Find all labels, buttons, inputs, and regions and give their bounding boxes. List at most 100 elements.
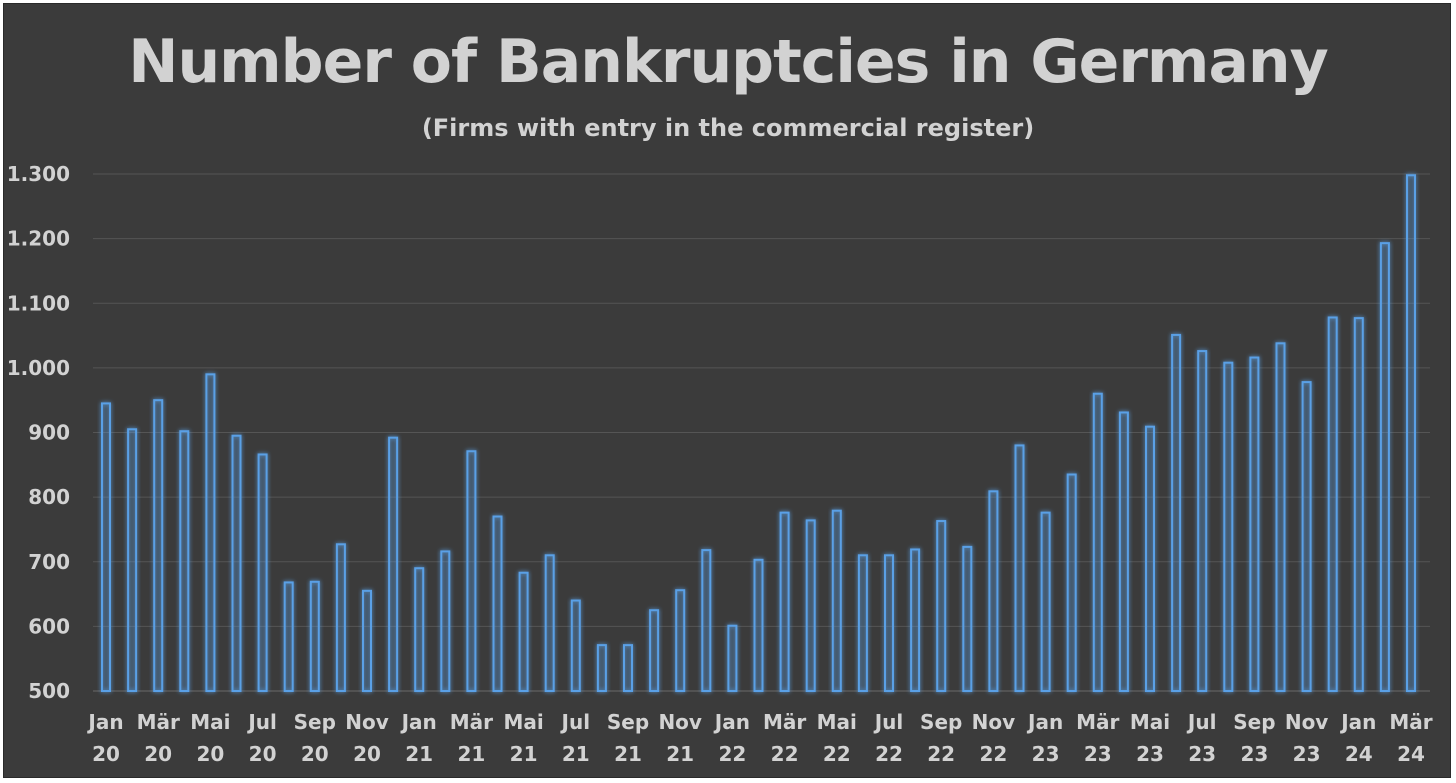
x-tick-label-month: Nov xyxy=(972,710,1016,734)
bar xyxy=(831,509,842,693)
x-tick-label-month: Mär xyxy=(450,710,493,734)
x-tick-label-year: 21 xyxy=(666,742,694,766)
y-tick-label: 500 xyxy=(28,679,70,703)
y-tick-label: 1.000 xyxy=(7,356,70,380)
bar xyxy=(779,511,790,693)
x-tick-label-year: 20 xyxy=(144,742,172,766)
bar xyxy=(1379,242,1390,692)
x-tick-label-month: Sep xyxy=(607,710,649,734)
bar xyxy=(936,520,947,692)
x-tick-label-month: Jul xyxy=(873,710,904,734)
chart-frame xyxy=(3,3,1451,778)
bar xyxy=(414,567,425,693)
x-tick-label-year: 20 xyxy=(353,742,381,766)
x-tick-label-year: 20 xyxy=(196,742,224,766)
x-tick-label-year: 22 xyxy=(979,742,1007,766)
y-tick-label: 1.200 xyxy=(7,227,70,251)
x-tick-label-month: Sep xyxy=(1233,710,1275,734)
bar xyxy=(335,543,346,693)
x-tick-label-year: 21 xyxy=(614,742,642,766)
bar xyxy=(1327,316,1338,692)
bars xyxy=(101,174,1416,693)
bar xyxy=(440,550,451,692)
bar xyxy=(1197,350,1208,692)
x-tick-label-month: Sep xyxy=(920,710,962,734)
bar xyxy=(910,548,921,692)
y-tick-label: 600 xyxy=(28,614,70,638)
bar xyxy=(1353,317,1364,692)
x-tick-label-month: Nov xyxy=(345,710,389,734)
x-tick-label-month: Jan xyxy=(86,710,123,734)
bar xyxy=(988,490,999,692)
bar xyxy=(805,519,816,693)
bar xyxy=(1406,174,1416,693)
x-tick-label-month: Jan xyxy=(1339,710,1376,734)
x-tick-label-month: Nov xyxy=(1285,710,1329,734)
bar xyxy=(309,580,320,692)
bar xyxy=(518,571,529,693)
bar xyxy=(1118,411,1129,692)
y-tick-label: 1.100 xyxy=(7,291,70,315)
bar xyxy=(1066,473,1077,692)
bar xyxy=(623,644,633,693)
x-tick-label-year: 22 xyxy=(875,742,903,766)
x-tick-label-month: Mär xyxy=(1389,710,1432,734)
bar xyxy=(205,373,216,692)
bar xyxy=(492,515,503,693)
bar xyxy=(701,549,712,692)
x-tick-label-month: Mai xyxy=(503,710,543,734)
x-tick-label-month: Nov xyxy=(658,710,702,734)
bar xyxy=(1301,381,1312,692)
bar xyxy=(1092,392,1103,692)
x-tick-label-year: 21 xyxy=(457,742,485,766)
x-tick-label-year: 23 xyxy=(1084,742,1112,766)
x-tick-label-year: 23 xyxy=(1032,742,1060,766)
x-tick-label-year: 24 xyxy=(1345,742,1373,766)
bar xyxy=(466,450,477,692)
x-tick-label-month: Jan xyxy=(1026,710,1063,734)
y-tick-label: 1.300 xyxy=(7,162,70,186)
bar xyxy=(1223,361,1234,692)
x-tick-label-year: 23 xyxy=(1240,742,1268,766)
x-tick-label-year: 23 xyxy=(1188,742,1216,766)
x-tick-label-month: Jan xyxy=(400,710,437,734)
x-tick-label-year: 23 xyxy=(1293,742,1321,766)
x-tick-label-month: Mär xyxy=(1076,710,1119,734)
bar xyxy=(727,624,738,693)
bar xyxy=(1014,444,1025,692)
bar xyxy=(153,399,164,692)
x-tick-label-year: 21 xyxy=(510,742,538,766)
y-tick-label: 700 xyxy=(28,550,70,574)
bar xyxy=(1145,425,1155,692)
x-tick-label-month: Mai xyxy=(817,710,857,734)
x-tick-label-year: 23 xyxy=(1136,742,1164,766)
y-tick-label: 800 xyxy=(28,485,70,509)
x-tick-label-year: 22 xyxy=(823,742,851,766)
x-tick-label-month: Jul xyxy=(560,710,591,734)
chart-subtitle: (Firms with entry in the commercial regi… xyxy=(421,114,1035,142)
x-tick-label-month: Mär xyxy=(137,710,180,734)
x-tick-label-year: 21 xyxy=(405,742,433,766)
x-tick-label-year: 22 xyxy=(718,742,746,766)
x-tick-label-year: 20 xyxy=(92,742,120,766)
x-axis: Jan 20 Mär 20 Mai 20 Jul 20 Sep 20 Nov 20 Jan 21 Mär 21… xyxy=(86,710,1432,766)
x-tick-label-year: 21 xyxy=(562,742,590,766)
x-tick-label-month: Jul xyxy=(1186,710,1217,734)
bar xyxy=(101,402,111,692)
bar xyxy=(544,554,555,692)
x-tick-label-year: 24 xyxy=(1397,742,1425,766)
bar xyxy=(1171,333,1182,692)
bar xyxy=(1249,356,1260,692)
bar xyxy=(231,434,242,693)
x-tick-label-month: Mär xyxy=(763,710,806,734)
bar xyxy=(884,554,894,692)
bar xyxy=(570,599,581,693)
bar xyxy=(857,554,868,692)
bar xyxy=(962,545,973,692)
x-tick-label-year: 22 xyxy=(927,742,955,766)
y-axis: 500 600 700 800 900 1.000 1.100 1.200 1.300 xyxy=(7,162,70,703)
x-tick-label-year: 20 xyxy=(301,742,329,766)
bar xyxy=(127,428,138,692)
bar xyxy=(362,589,372,692)
